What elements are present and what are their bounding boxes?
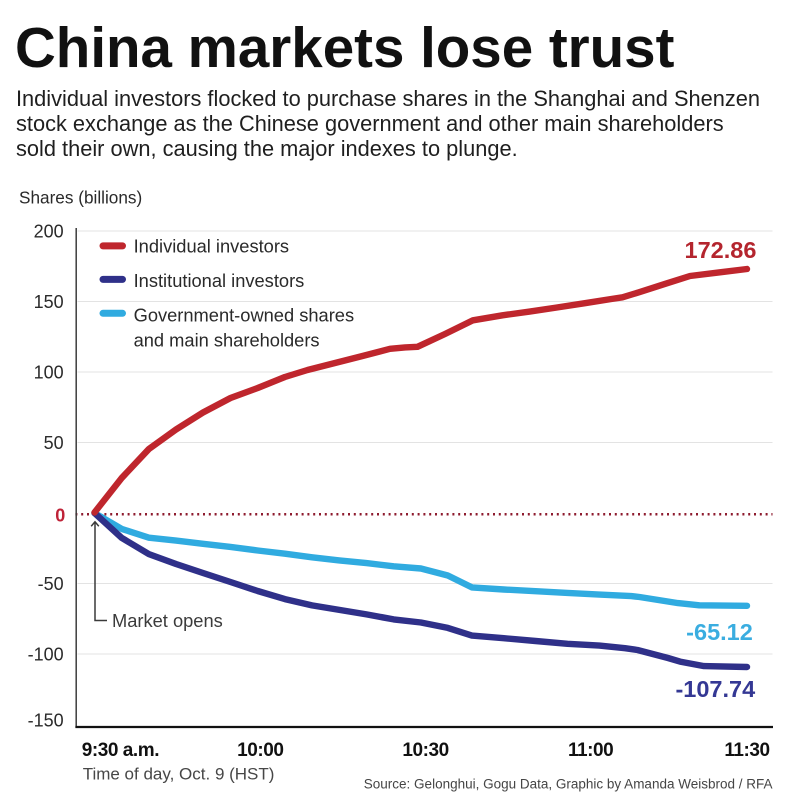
svg-text:10:30: 10:30 — [402, 740, 448, 761]
svg-text:172.86: 172.86 — [685, 237, 757, 263]
svg-text:9:30 a.m.: 9:30 a.m. — [82, 740, 159, 761]
svg-text:200: 200 — [34, 222, 64, 242]
svg-text:50: 50 — [44, 433, 64, 453]
svg-text:-100: -100 — [28, 645, 64, 665]
svg-text:Market opens: Market opens — [112, 610, 223, 631]
svg-text:11:00: 11:00 — [568, 740, 613, 761]
svg-text:10:00: 10:00 — [237, 740, 283, 761]
svg-text:11:30: 11:30 — [724, 740, 769, 761]
svg-text:0: 0 — [55, 506, 65, 526]
svg-text:Individual investors flocked t: Individual investors flocked to purchase… — [16, 86, 760, 111]
svg-text:150: 150 — [34, 292, 64, 312]
svg-text:-150: -150 — [28, 711, 64, 731]
svg-text:-107.74: -107.74 — [675, 676, 755, 702]
svg-text:Shares (billions): Shares (billions) — [19, 188, 142, 208]
svg-text:100: 100 — [34, 363, 64, 383]
svg-text:and main shareholders: and main shareholders — [134, 330, 320, 351]
svg-text:Government-owned shares: Government-owned shares — [134, 304, 355, 325]
svg-text:sold their own, causing the ma: sold their own, causing the major indexe… — [16, 136, 518, 161]
svg-text:stock exchange as the Chinese: stock exchange as the Chinese government… — [16, 111, 724, 136]
svg-text:-65.12: -65.12 — [686, 619, 753, 645]
svg-text:Institutional investors: Institutional investors — [134, 270, 305, 291]
svg-text:China markets lose trust: China markets lose trust — [15, 16, 675, 79]
svg-text:Source: Gelonghui, Gogu Data,: Source: Gelonghui, Gogu Data, Graphic by… — [364, 776, 773, 791]
svg-text:-50: -50 — [38, 574, 64, 594]
svg-text:Time of day, Oct. 9 (HST): Time of day, Oct. 9 (HST) — [83, 765, 275, 784]
svg-text:Individual investors: Individual investors — [134, 235, 289, 256]
